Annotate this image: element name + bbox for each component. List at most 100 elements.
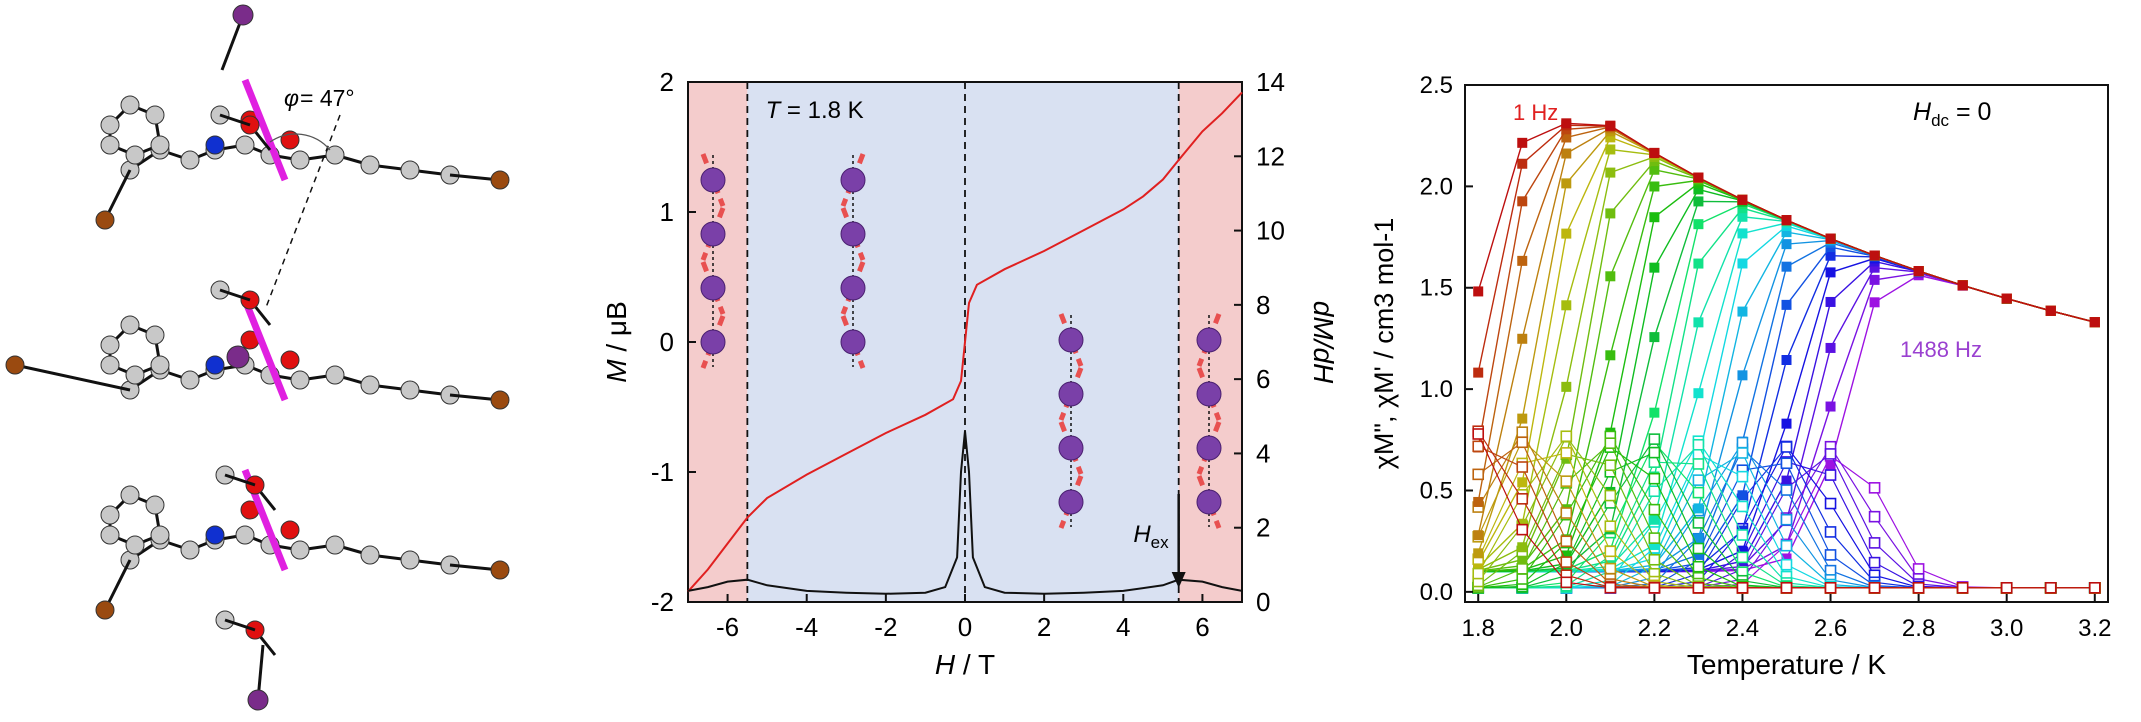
x-axis-symbol: H [935, 649, 956, 680]
chi-real-point [1561, 178, 1572, 189]
y-tick-label: 2.5 [1420, 72, 1453, 99]
chi-real-point [1561, 148, 1572, 159]
chi-real-point [1825, 296, 1836, 307]
spin-atom [1058, 435, 1084, 461]
chi-real-point [2045, 305, 2056, 316]
atom [490, 560, 510, 580]
chi-imag-point [1692, 438, 1705, 451]
chi-real-point [1693, 503, 1704, 514]
series-line-0 [687, 91, 1243, 593]
x-tick-label: 2.4 [1726, 615, 1759, 642]
spin-atom [1058, 489, 1084, 515]
chi-imag-point [1472, 468, 1485, 481]
x-tick-label: 0 [958, 612, 972, 642]
label-1hz: 1 Hz [1513, 100, 1558, 125]
hex-subscript: ex [1151, 533, 1169, 552]
spin-arrow [1058, 313, 1084, 367]
chi-real-point [1869, 274, 1880, 285]
chi-real-point [1649, 147, 1660, 158]
chi-real-point [1737, 194, 1748, 205]
chi-real-point [1693, 533, 1704, 544]
atom [100, 335, 120, 355]
x-axis-label: H / T [935, 649, 995, 680]
chi-imag-point [1692, 582, 1705, 594]
chi-real-point [1517, 158, 1528, 169]
chi-real-point [1825, 267, 1836, 278]
atom [290, 150, 310, 170]
chi-real-point [1517, 137, 1528, 148]
chi-imag-point [1780, 539, 1793, 552]
hdc-symbol: H [1913, 98, 1932, 126]
chi-real-point [1693, 317, 1704, 328]
hex-annotation: Hex [1133, 521, 1169, 552]
y-axis-label: χM", χM' / cm3 mol-1 [1369, 218, 1399, 470]
chi-imag-point [1516, 573, 1529, 585]
chi-imag-point [2000, 582, 2013, 594]
chi-real-point [1517, 542, 1528, 553]
chi-imag-point [1956, 582, 1969, 594]
chi-real-point [1781, 418, 1792, 429]
chi-real-line-4 [1477, 127, 2095, 536]
y-left-symbol: M [601, 359, 632, 383]
hex-arrow-head [1171, 572, 1186, 588]
chi-imag-point [1648, 532, 1661, 544]
spin-atom [1058, 381, 1084, 407]
bond [219, 113, 251, 127]
atom [400, 550, 420, 570]
chi-real-line-6 [1477, 136, 2095, 563]
atom [180, 370, 200, 390]
ac-susceptibility-chart: 1.8 2.0 2.2 2.4 2.6 2.8 3.0 3.2 0.0 0.5 1.0 1.5 2.0 2… [1369, 72, 2111, 680]
atom [100, 525, 120, 545]
chi-imag-point [1604, 437, 1617, 449]
chi-real-point [1649, 181, 1660, 192]
x-tick-label: 1.8 [1462, 615, 1495, 642]
spin-arrow [700, 315, 726, 369]
y-tick-label: 1.5 [1420, 275, 1453, 302]
hdc-label: Hdc = 0 [1913, 98, 1991, 130]
chi-imag-point [1472, 567, 1485, 580]
chi-real-point [1517, 413, 1528, 424]
chi-real-point [1561, 132, 1572, 143]
chi-real-point [1737, 211, 1748, 222]
atom [120, 95, 140, 115]
atom [100, 355, 120, 375]
atom [226, 345, 250, 369]
chi-imag-point [1736, 500, 1749, 513]
y-tick-label-left: -2 [651, 587, 674, 617]
bond [241, 78, 289, 182]
spin-atom [700, 221, 726, 247]
chi-real-point [1869, 250, 1880, 261]
spin-arrow [700, 261, 726, 315]
chi-real-point [1869, 262, 1880, 273]
x-tick-label: -6 [716, 612, 739, 642]
x-axis-label: Temperature / K [1687, 649, 1887, 680]
y-axis-label-right: dM/dH [1308, 301, 1339, 384]
atom [125, 535, 145, 555]
bond [219, 288, 251, 302]
chi-imag-point [1516, 563, 1529, 575]
atom [325, 535, 345, 555]
y-tick-label: 1.0 [1420, 376, 1453, 403]
spin-arrow [1196, 421, 1222, 475]
chi-imag-point [1780, 513, 1793, 526]
chi-real-point [1517, 196, 1528, 207]
spin-chain-mid-field [1058, 313, 1084, 529]
atom [280, 520, 300, 540]
chi-imag-point [1912, 582, 1925, 594]
y-tick-label-right: 8 [1256, 290, 1270, 320]
hdc-subscript: dc [1931, 111, 1949, 130]
chi-real-point [1517, 518, 1528, 529]
chi-real-point [1517, 333, 1528, 344]
chi-real-point [1913, 266, 1924, 277]
chi-real-point [1781, 299, 1792, 310]
atom [232, 4, 254, 26]
chi-imag-point [1736, 529, 1749, 541]
chi-imag-point [1516, 461, 1529, 473]
chi-imag-point [1736, 436, 1749, 449]
atom [180, 540, 200, 560]
chi-real-point [1473, 530, 1484, 541]
chi-imag-point [1824, 469, 1837, 481]
chi-real-line-2 [1477, 125, 2095, 448]
x-tick-label: 2.8 [1902, 615, 1935, 642]
